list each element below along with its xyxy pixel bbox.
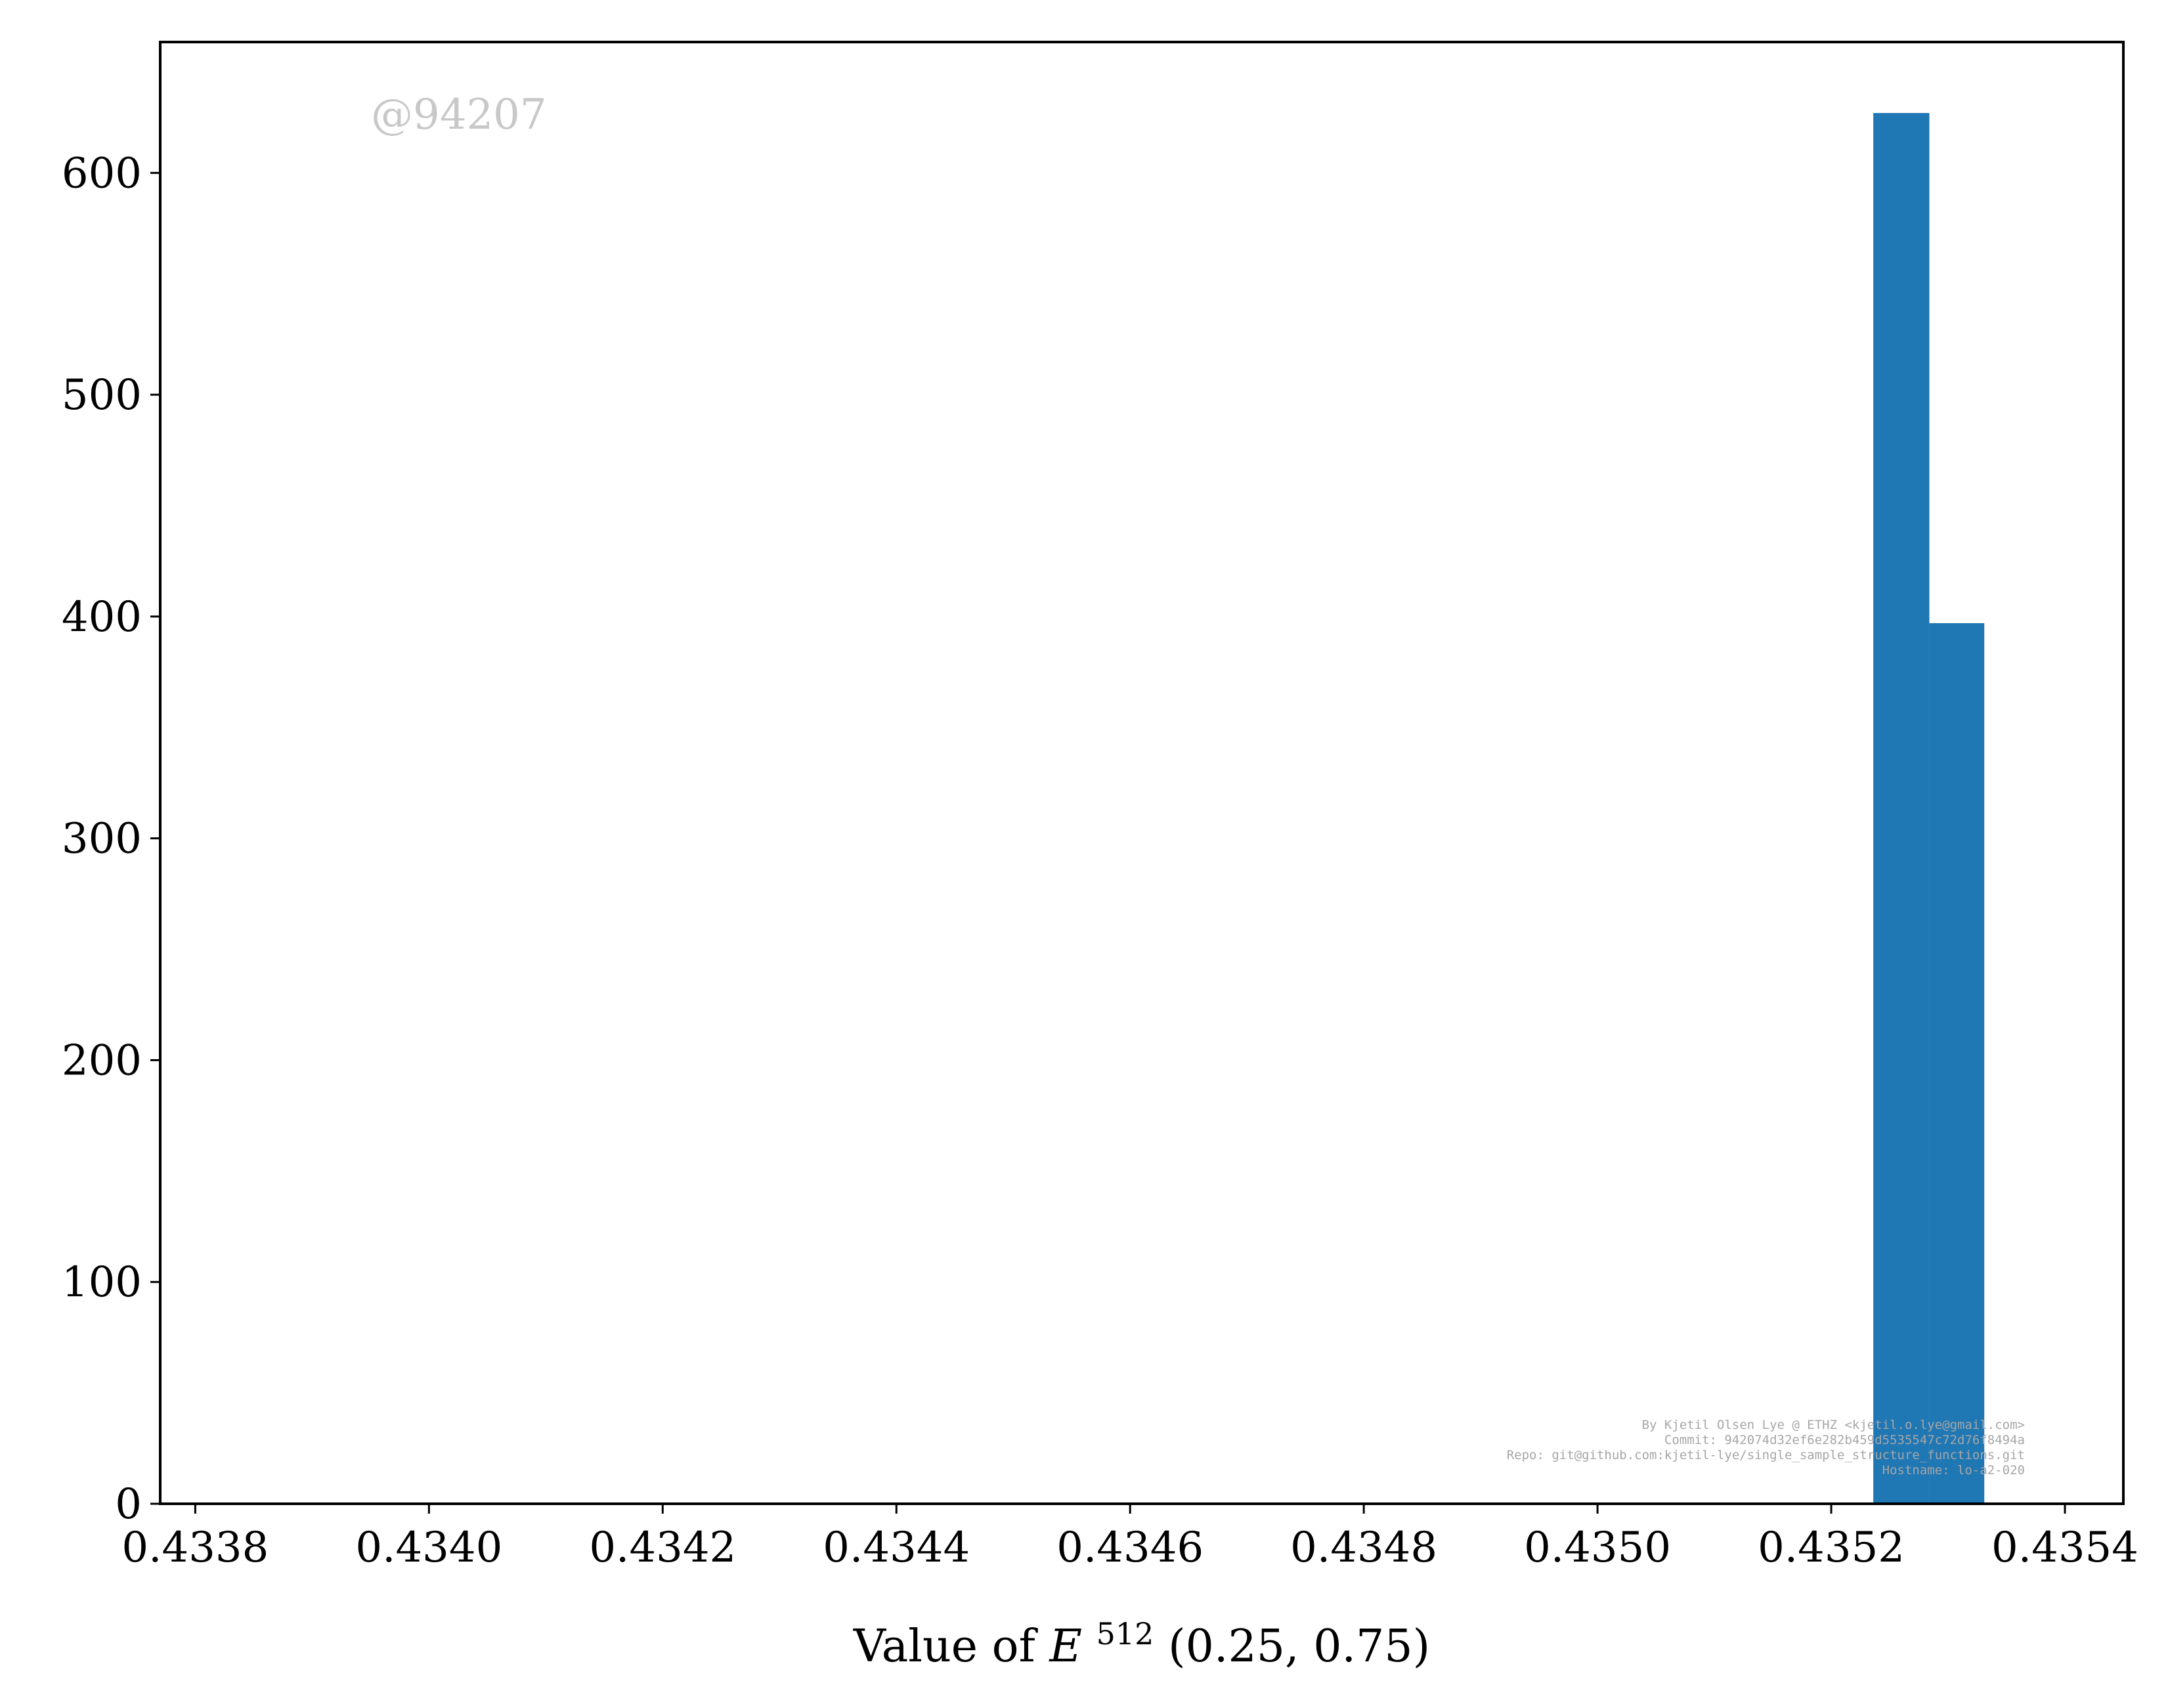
x-tick-label: 0.4348: [1290, 1523, 1437, 1572]
x-axis-title-var: E: [1048, 1621, 1082, 1673]
x-tick-label: 0.4354: [1991, 1523, 2138, 1572]
histogram-bar-0: [1873, 113, 1929, 1504]
x-axis-title-sup: 512: [1096, 1616, 1154, 1652]
x-tick-label: 0.4344: [823, 1523, 970, 1572]
x-axis-title-suffix: (0.25, 0.75): [1168, 1621, 1430, 1673]
credit-line: By Kjetil Olsen Lye @ ETHZ <kjetil.o.lye…: [1642, 1418, 2025, 1432]
watermark-label: @94207: [371, 91, 547, 139]
x-tick-label: 0.4346: [1056, 1523, 1203, 1572]
y-tick-label: 200: [62, 1036, 142, 1085]
x-tick-label: 0.4338: [121, 1523, 269, 1572]
x-tick-label: 0.4340: [355, 1523, 502, 1572]
y-tick-label: 500: [62, 371, 142, 420]
x-tick-label: 0.4342: [589, 1523, 736, 1572]
y-tick-label: 100: [62, 1258, 142, 1307]
credit-line: Hostname: lo-a2-020: [1882, 1463, 2025, 1478]
y-tick-label: 600: [62, 149, 142, 198]
y-tick-label: 400: [62, 593, 142, 642]
histogram-bar-1: [1930, 623, 1985, 1504]
y-tick-label: 0: [115, 1480, 142, 1529]
x-axis-title-prefix: Value of: [853, 1621, 1050, 1673]
y-tick-label: 300: [62, 815, 142, 864]
credit-line: Commit: 942074d32ef6e282b459d5535547c72d…: [1664, 1433, 2025, 1447]
x-tick-label: 0.4350: [1524, 1523, 1671, 1572]
credit-line: Repo: git@github.com:kjetil-lye/single_s…: [1507, 1448, 2025, 1462]
x-tick-label: 0.4352: [1758, 1523, 1905, 1572]
